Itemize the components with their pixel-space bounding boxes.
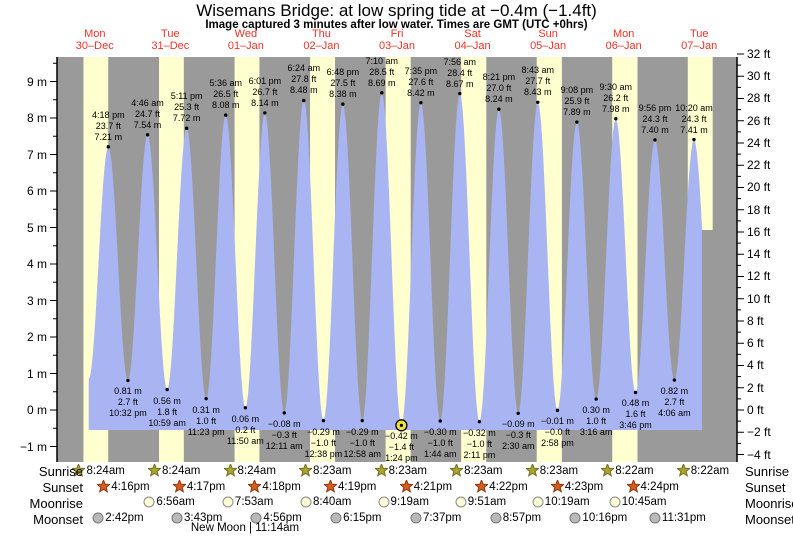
tide-point-dot	[184, 126, 189, 130]
moonrise-row-label-left: Moonrise	[29, 496, 83, 511]
tide-point-dot	[692, 137, 696, 142]
tide-point-dot	[263, 111, 267, 115]
tide-point-dot	[360, 418, 364, 423]
tide-point-dot	[594, 397, 598, 401]
tide-point-dot	[165, 387, 169, 392]
tide-point-dot	[438, 419, 442, 423]
moonset-row-label-left: Moonset	[33, 512, 83, 527]
tide-point-dot	[282, 411, 286, 415]
tide-point-dot	[126, 378, 130, 383]
tide-point-dot	[419, 100, 423, 105]
tide-point-dot	[575, 120, 579, 124]
tide-point-dot	[555, 408, 560, 413]
sunrise-row-label-right: Sunrise	[745, 464, 790, 479]
tide-point-dot	[458, 91, 462, 96]
tide-point-dot	[204, 396, 208, 401]
tide-point-dot	[477, 419, 482, 424]
tide-point-dot	[653, 138, 657, 142]
current-time-marker-dot	[399, 423, 404, 427]
tide-point-dot	[633, 390, 638, 395]
tide-point-dot	[536, 100, 540, 105]
tide-point-dot	[614, 117, 618, 121]
tide-point-dot	[302, 98, 306, 103]
tide-point-dot	[224, 113, 228, 117]
sunset-row-label-right: Sunset	[745, 480, 786, 495]
tide-point-dot	[516, 411, 520, 415]
tide-point-dot	[243, 406, 248, 410]
moonrise-row-label-right: Moonrise	[745, 496, 793, 511]
tide-point-dot	[497, 107, 501, 111]
tide-point-dot	[321, 418, 326, 423]
tide-point-dot	[672, 378, 677, 382]
sunrise-row-label-left: Sunrise	[38, 464, 83, 479]
new-moon-label: New Moon | 11:14am	[190, 522, 300, 534]
tide-point-dot	[106, 145, 111, 149]
moonset-row-label-right: Moonset	[745, 512, 793, 527]
chart-title: Wisemans Bridge: at low spring tide at −…	[196, 1, 597, 20]
chart-subtitle: Image captured 3 minutes after low water…	[205, 19, 588, 31]
sunset-row-label-left: Sunset	[42, 480, 83, 495]
tide-point-dot	[145, 133, 150, 137]
tide-point-dot	[341, 102, 345, 106]
tide-point-dot	[380, 91, 384, 95]
tide-area	[88, 92, 702, 431]
